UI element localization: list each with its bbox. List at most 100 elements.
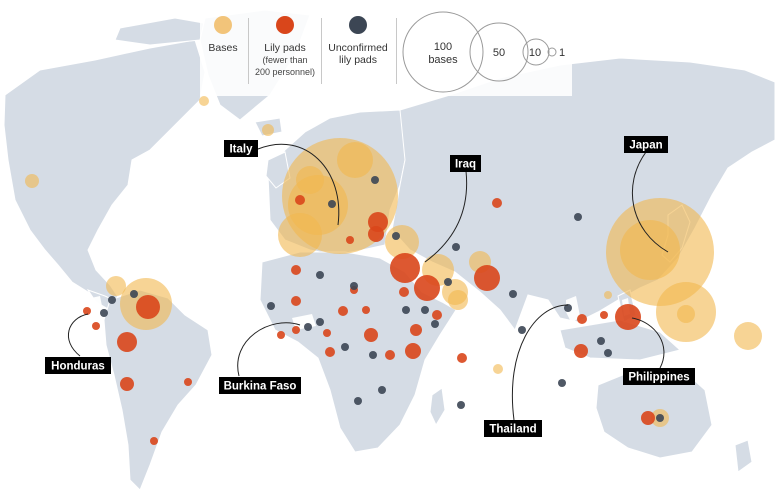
legend-unconfirmed: Unconfirmed lily pads: [322, 6, 394, 66]
lily-pad-marker: [120, 377, 134, 391]
lily-pad-marker: [291, 265, 301, 275]
label-philippines: Philippines: [623, 368, 695, 385]
label-thailand-text: Thailand: [489, 424, 536, 436]
unconfirmed-marker: [371, 176, 379, 184]
unconfirmed-marker: [378, 386, 386, 394]
unconfirmed-marker: [350, 282, 358, 290]
legend-lily-pads-note-1: (fewer than: [262, 55, 308, 65]
base-marker: [199, 96, 209, 106]
leader-thailand: [511, 304, 569, 421]
unconfirmed-marker: [558, 379, 566, 387]
unconfirmed-marker: [574, 213, 582, 221]
lily-pad-marker: [364, 328, 378, 342]
lily-pad-marker: [574, 344, 588, 358]
unconfirmed-marker: [267, 302, 275, 310]
lily-pads-swatch: [276, 16, 294, 34]
legend-divider: [321, 18, 322, 84]
base-marker: [604, 291, 612, 299]
label-japan-text: Japan: [629, 140, 662, 152]
uk-landmass: [265, 151, 291, 189]
lily-pads-layer: [83, 195, 655, 445]
lily-pad-marker: [368, 226, 384, 242]
north-america-landmass: [3, 39, 206, 301]
lily-pad-marker: [405, 343, 421, 359]
madagascar-landmass: [429, 387, 446, 427]
unconfirmed-marker: [431, 320, 439, 328]
base-marker: [278, 213, 322, 257]
lily-pad-marker: [150, 437, 158, 445]
label-japan: Japan: [624, 136, 668, 153]
unconfirmed-marker: [457, 401, 465, 409]
unconfirmed-marker: [392, 232, 400, 240]
lily-pad-marker: [385, 350, 395, 360]
bases-swatch: [214, 16, 232, 34]
lily-pad-marker: [338, 306, 348, 316]
lily-pad-marker: [492, 198, 502, 208]
highlight-honduras: [82, 296, 102, 308]
lily-pad-marker: [184, 378, 192, 386]
lily-pad-marker: [600, 311, 608, 319]
lily-pad-marker: [277, 331, 285, 339]
unconfirmed-marker: [604, 349, 612, 357]
lily-pad-marker: [346, 236, 354, 244]
legend-bases: Bases: [200, 6, 246, 54]
lily-pad-marker: [474, 265, 500, 291]
lily-pad-marker: [399, 287, 409, 297]
leader-honduras: [68, 313, 89, 357]
size-100-label: 100: [434, 41, 452, 53]
label-iraq: Iraq: [450, 155, 481, 172]
legend-lily-pads-label: Lily pads: [264, 42, 306, 54]
leader-burkina: [237, 322, 301, 377]
leader-japan: [632, 151, 669, 253]
lily-pad-marker: [291, 296, 301, 306]
lily-pad-marker: [136, 295, 160, 319]
lily-pad-marker: [457, 353, 467, 363]
lily-pad-marker: [92, 322, 100, 330]
unconfirmed-layer: [100, 176, 664, 422]
unconfirmed-marker: [354, 397, 362, 405]
size-circle-10: [522, 38, 550, 66]
lily-pad-marker: [414, 275, 440, 301]
base-marker: [262, 124, 274, 136]
legend-unconfirmed-label-1: Unconfirmed: [328, 42, 388, 54]
legend-unconfirmed-label-2: lily pads: [339, 54, 377, 66]
size-1-label: 1: [559, 47, 565, 59]
base-marker: [296, 166, 324, 194]
label-burkina-text: Burkina Faso: [224, 381, 297, 393]
base-marker: [677, 305, 695, 323]
legend-bases-label: Bases: [208, 42, 238, 54]
unconfirmed-marker: [518, 326, 526, 334]
unconfirmed-swatch: [349, 16, 367, 34]
unconfirmed-marker: [656, 414, 664, 422]
unconfirmed-marker: [421, 306, 429, 314]
unconfirmed-marker: [452, 243, 460, 251]
label-italy: Italy: [224, 140, 258, 157]
map-legend: Bases Lily pads (fewer than 200 personne…: [200, 6, 572, 96]
legend-size-scale: 100 bases 50 10 1: [402, 11, 565, 93]
unconfirmed-marker: [509, 290, 517, 298]
base-marker: [448, 290, 468, 310]
lily-pad-marker: [615, 304, 641, 330]
label-burkina: Burkina Faso: [219, 377, 301, 394]
lily-pad-marker: [83, 307, 91, 315]
size-50-label: 50: [493, 47, 505, 59]
base-marker: [106, 276, 126, 296]
base-marker: [493, 364, 503, 374]
lily-pad-marker: [410, 324, 422, 336]
label-thailand: Thailand: [484, 420, 542, 437]
unconfirmed-marker: [328, 200, 336, 208]
country-labels: Italy Iraq Japan Honduras Burkina Faso T…: [45, 136, 695, 437]
africa-landmass: [259, 251, 457, 453]
lily-pad-marker: [295, 195, 305, 205]
unconfirmed-marker: [369, 351, 377, 359]
label-honduras: Honduras: [45, 357, 111, 374]
unconfirmed-marker: [341, 343, 349, 351]
unconfirmed-marker: [100, 309, 108, 317]
label-iraq-text: Iraq: [455, 159, 476, 171]
label-italy-text: Italy: [229, 144, 253, 156]
lily-pad-marker: [292, 326, 300, 334]
leader-italy: [257, 143, 340, 226]
label-philippines-text: Philippines: [628, 372, 689, 384]
unconfirmed-marker: [597, 337, 605, 345]
unconfirmed-marker: [108, 296, 116, 304]
